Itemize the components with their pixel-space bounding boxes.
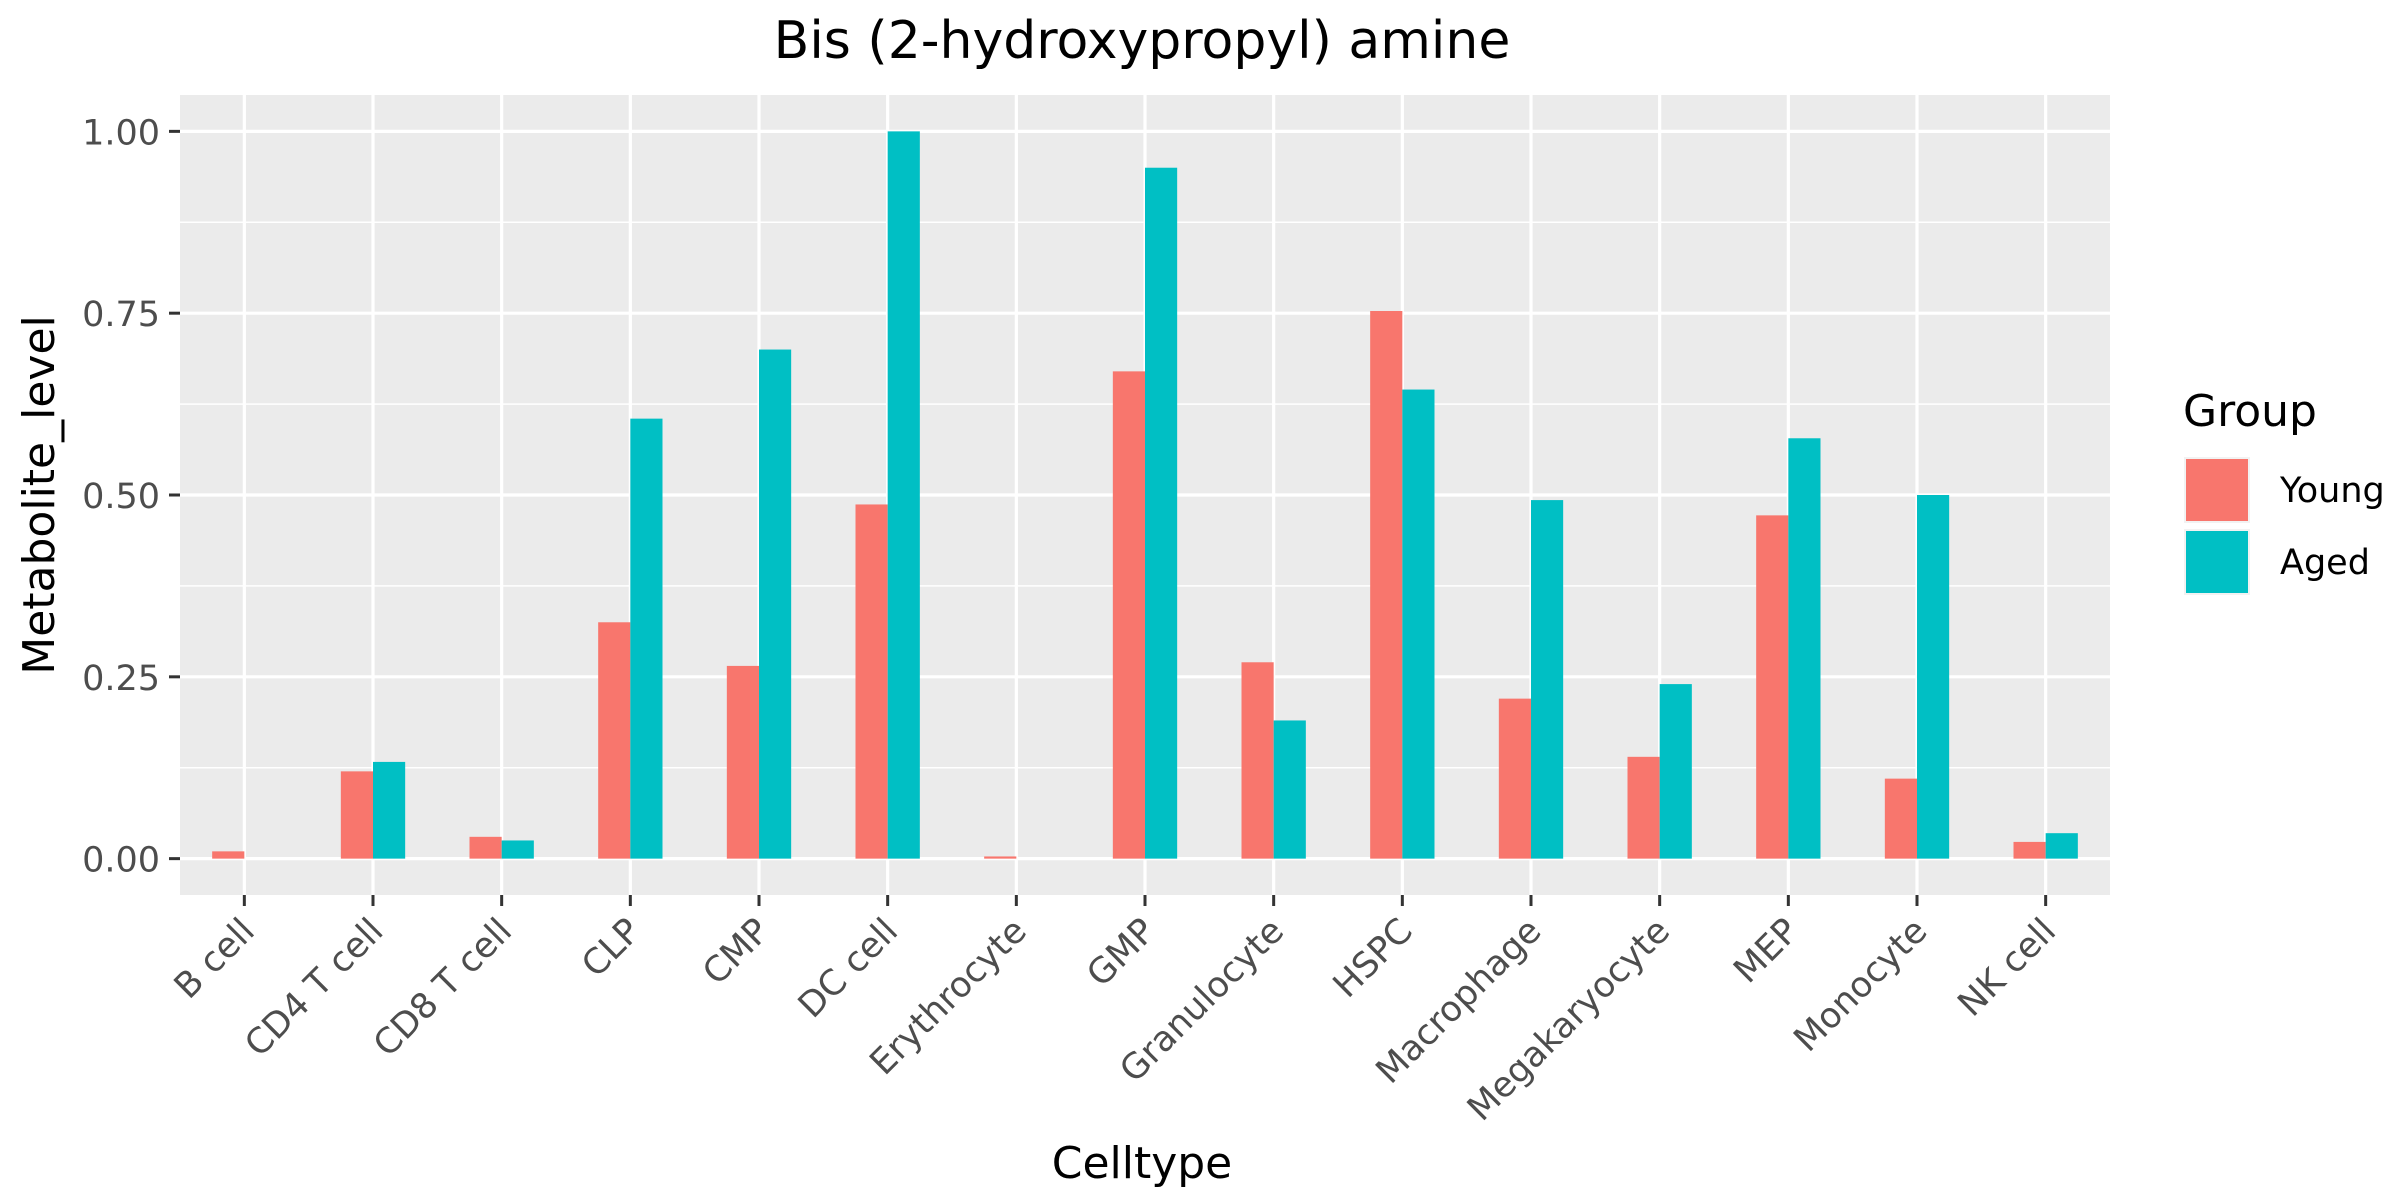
legend-label-young: Young (2279, 471, 2385, 511)
bar-young-dc-cell (855, 504, 888, 859)
bar-young-nk-cell (2013, 841, 2046, 859)
y-tick-label: 0.75 (82, 295, 160, 335)
bar-young-b-cell (212, 851, 245, 859)
x-axis-label: Celltype (1052, 1138, 1233, 1189)
bar-aged-granulocyte (1273, 720, 1306, 859)
bar-aged-nk-cell (2045, 833, 2078, 859)
bar-aged-gmp (1145, 167, 1178, 859)
bar-aged-mep (1788, 438, 1821, 859)
chart-title: Bis (2-hydroxypropyl) amine (774, 11, 1511, 71)
bar-aged-clp (630, 418, 663, 859)
bar-aged-cd8-t-cell (501, 840, 534, 859)
bar-aged-cmp (759, 349, 792, 859)
y-tick-label: 0.25 (82, 659, 160, 699)
bar-young-erythrocyte (984, 856, 1017, 859)
y-tick-label: 0.50 (82, 477, 160, 517)
bar-aged-cd4-t-cell (373, 761, 406, 859)
bar-aged-megakaryocyte (1659, 684, 1692, 859)
bar-young-hspc (1370, 311, 1403, 859)
bar-young-cd8-t-cell (469, 836, 502, 859)
bar-young-macrophage (1498, 698, 1531, 859)
bar-young-cd4-t-cell (340, 771, 373, 859)
legend-swatch-aged (2186, 531, 2248, 593)
legend: Group Young Aged (2183, 386, 2385, 595)
bars (212, 131, 2078, 859)
legend-title: Group (2183, 386, 2317, 437)
bar-young-gmp (1112, 371, 1145, 859)
bar-young-monocyte (1884, 778, 1917, 859)
bar-young-megakaryocyte (1627, 756, 1660, 859)
bar-young-mep (1756, 515, 1789, 859)
y-tick-label: 1.00 (82, 113, 160, 153)
bar-young-cmp (726, 665, 759, 859)
y-axis-label: Metabolite_level (14, 315, 65, 675)
y-tick-label: 0.00 (82, 841, 160, 881)
bar-young-clp (598, 622, 631, 859)
legend-swatch-young (2186, 459, 2248, 521)
bar-aged-dc-cell (887, 131, 920, 859)
bar-aged-monocyte (1917, 495, 1950, 859)
bar-aged-hspc (1402, 389, 1435, 859)
legend-label-aged: Aged (2280, 543, 2370, 583)
bar-aged-macrophage (1531, 500, 1564, 859)
bar-young-granulocyte (1241, 662, 1274, 859)
